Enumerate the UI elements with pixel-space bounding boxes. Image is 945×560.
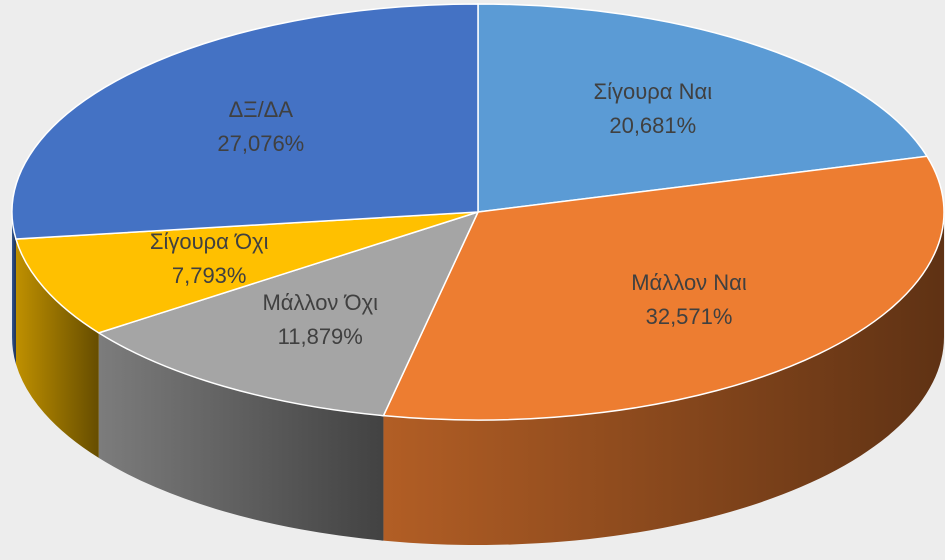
slice-label: Σίγουρα Ναι: [593, 79, 712, 104]
slice-label: Σίγουρα Όχι: [150, 229, 269, 254]
slice-value-label: 27,076%: [217, 131, 304, 156]
slice-value-label: 11,879%: [278, 324, 363, 349]
slice-label: Μάλλον Όχι: [262, 290, 378, 315]
slice-side: [15, 239, 99, 458]
slice-value-label: 20,681%: [609, 113, 696, 138]
slice-label: ΔΞ/ΔΑ: [229, 97, 294, 122]
slice-side: [383, 212, 944, 545]
slice: [477, 3, 929, 213]
slice: [11, 3, 479, 240]
slice-label: Μάλλον Ναι: [631, 270, 747, 295]
slice: [14, 211, 479, 334]
slice: [96, 210, 480, 417]
slice-side: [12, 212, 16, 365]
slice-value-label: 7,793%: [172, 263, 247, 288]
slice: [382, 155, 945, 421]
slice-side: [98, 332, 384, 541]
slice-value-label: 32,571%: [646, 304, 733, 329]
